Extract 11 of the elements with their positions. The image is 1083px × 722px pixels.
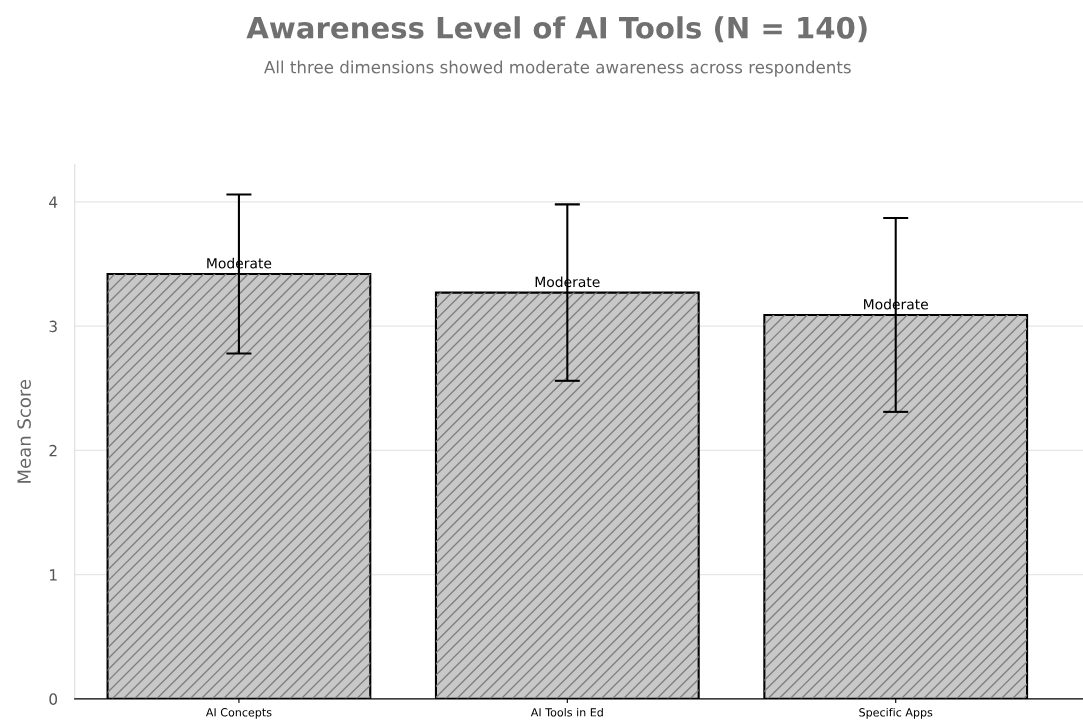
y-tick-label: 4 — [49, 196, 58, 208]
x-tick-label: AI Concepts — [205, 708, 272, 719]
y-axis-title: Mean Score — [17, 379, 31, 483]
y-tick-label: 2 — [49, 444, 57, 457]
y-tick-label: 1 — [50, 569, 57, 581]
x-tick-label: Specific Apps — [859, 707, 933, 719]
x-tick-label: AI Tools in Ed — [530, 707, 603, 717]
y-tick-label: 0 — [49, 693, 58, 705]
y-tick-label: 3 — [49, 320, 57, 333]
chart-subtitle: All three dimensions showed moderate awareness across respondents — [264, 60, 851, 77]
chart-title: Awareness Level of AI Tools (N = 140) — [246, 16, 867, 43]
